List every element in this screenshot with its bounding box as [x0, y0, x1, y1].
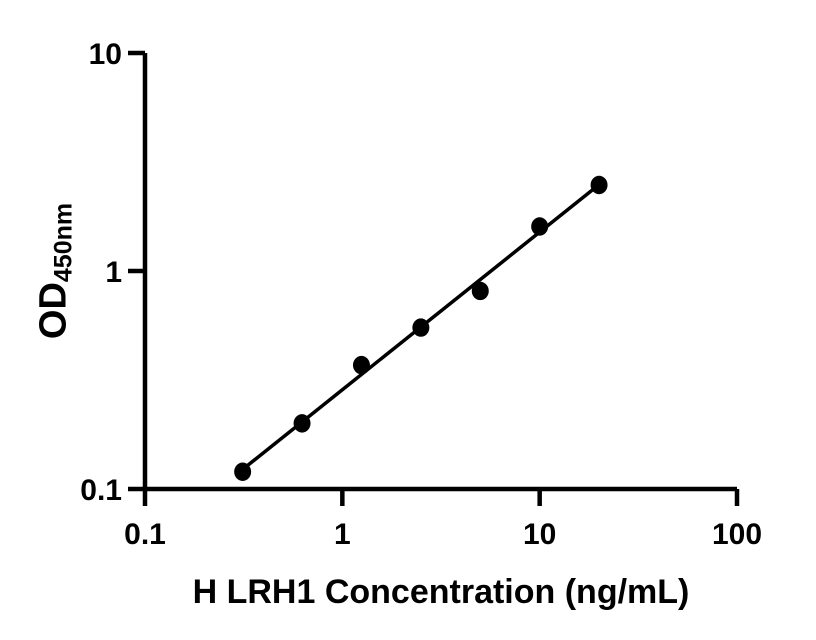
y-axis-title: OD450nm	[32, 202, 78, 340]
data-point	[531, 217, 549, 236]
data-point	[234, 462, 252, 481]
x-axis-tick-label: 10	[523, 518, 556, 551]
x-axis-title: H LRH1 Concentration (ng/mL)	[192, 573, 690, 611]
y-axis-tick-label: 10	[89, 38, 122, 71]
x-axis-tick-label: 0.1	[124, 518, 166, 551]
data-point	[293, 414, 311, 433]
data-point	[412, 318, 430, 337]
data-point	[590, 175, 608, 195]
x-axis-tick-label: 1	[334, 518, 351, 551]
y-axis-title-subscript: 450nm	[49, 202, 78, 283]
y-axis-tick-label: 1	[105, 256, 122, 289]
data-point	[352, 355, 370, 375]
x-axis-tick-label: 100	[712, 518, 762, 551]
data-point	[471, 281, 489, 301]
y-axis-title-main: OD	[32, 282, 75, 340]
y-axis-tick-label: 0.1	[80, 474, 122, 507]
